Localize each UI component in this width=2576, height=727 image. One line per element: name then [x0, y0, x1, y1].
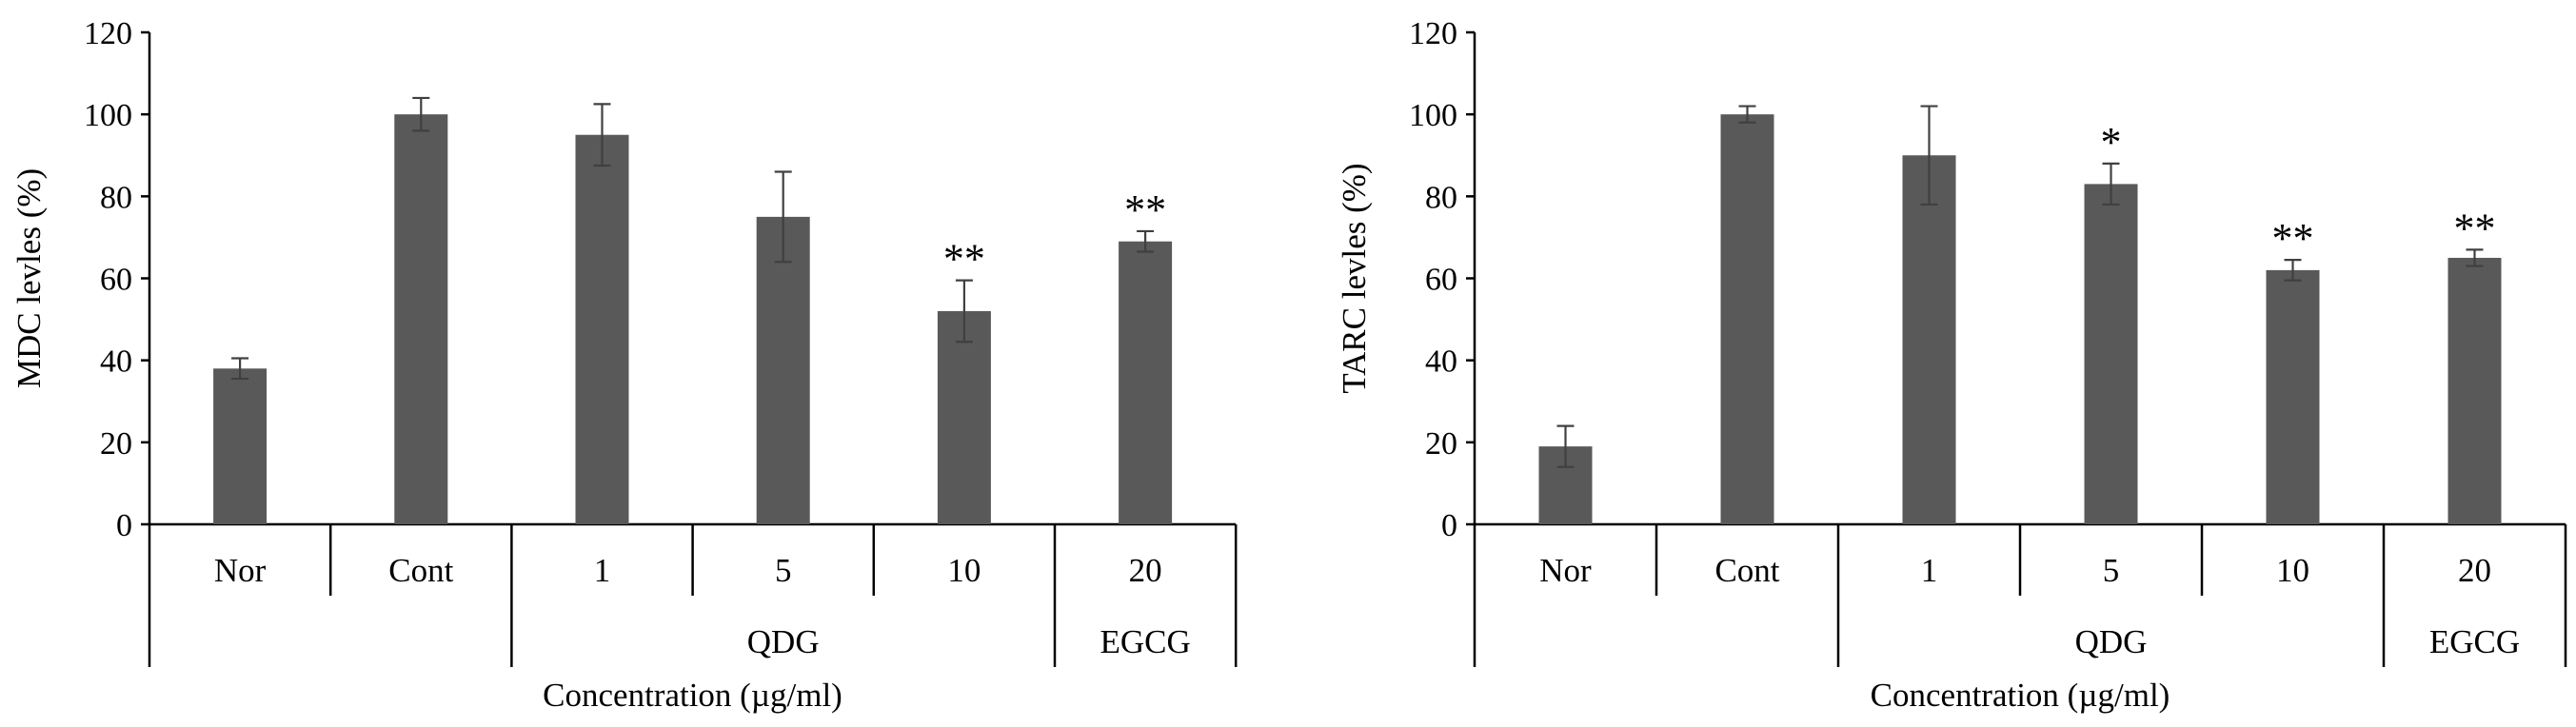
bar-Cont: [394, 114, 448, 525]
x-category-label: Cont: [388, 552, 453, 589]
y-axis-title: TARC levles (%): [1336, 163, 1373, 393]
significance-marker: **: [943, 236, 985, 283]
y-tick-label: 80: [100, 180, 132, 215]
y-tick-label: 20: [100, 426, 132, 462]
x-group-label: QDG: [2075, 623, 2148, 660]
x-category-label: 20: [2458, 552, 2491, 589]
x-category-label: 1: [594, 552, 611, 589]
y-tick-label: 120: [84, 16, 132, 51]
bar-5: [2084, 184, 2138, 525]
x-category-label: 10: [2276, 552, 2309, 589]
bar-10: [2266, 269, 2320, 524]
x-axis-title: Concentration (µg/ml): [1871, 677, 2170, 714]
x-group-label: EGCG: [2429, 623, 2520, 660]
chart-panel-mdc: 0 20 40 60 80 100 120 MDC levles (%) Nor Cont 1 5 10…: [10, 16, 1238, 714]
y-tick-label: 120: [1409, 16, 1457, 51]
significance-marker: *: [2101, 119, 2122, 166]
x-category-label: Nor: [214, 552, 267, 589]
y-tick-label: 20: [1425, 426, 1457, 462]
x-category-label: Cont: [1714, 552, 1779, 589]
y-tick-label: 0: [116, 508, 132, 543]
bar-20: [1119, 241, 1173, 524]
bar-Nor: [213, 368, 268, 524]
significance-marker: **: [2272, 215, 2314, 262]
x-category-label: 5: [2103, 552, 2120, 589]
significance-marker: **: [1124, 187, 1166, 233]
y-axis-title: MDC levles (%): [10, 168, 48, 388]
bar-5: [756, 216, 810, 524]
x-category-label: 20: [1129, 552, 1162, 589]
bar-1: [1902, 155, 1956, 524]
x-group-label: EGCG: [1100, 623, 1190, 660]
bar-1: [575, 134, 629, 525]
y-tick-label: 100: [1409, 98, 1457, 133]
y-tick-label: 100: [84, 98, 132, 133]
x-category-label: 1: [1921, 552, 1938, 589]
y-tick-label: 40: [100, 344, 132, 380]
y-tick-label: 80: [1425, 180, 1457, 215]
bar-Cont: [1720, 114, 1774, 525]
x-axis-title: Concentration (µg/ml): [543, 677, 842, 714]
y-tick-label: 60: [100, 263, 132, 298]
bar-10: [937, 310, 991, 524]
x-category-label: Nor: [1539, 552, 1592, 589]
y-tick-label: 0: [1441, 508, 1457, 543]
y-tick-label: 60: [1425, 263, 1457, 298]
chart-panel-tarc: 0 20 40 60 80 100 120 TARC levles (%) Nor Cont 1 5 1…: [1336, 16, 2567, 714]
y-tick-label: 40: [1425, 344, 1457, 380]
x-category-label: 5: [775, 552, 792, 589]
x-category-label: 10: [947, 552, 981, 589]
x-group-label: QDG: [747, 623, 820, 660]
bar-20: [2447, 257, 2502, 524]
significance-marker: **: [2454, 205, 2496, 251]
